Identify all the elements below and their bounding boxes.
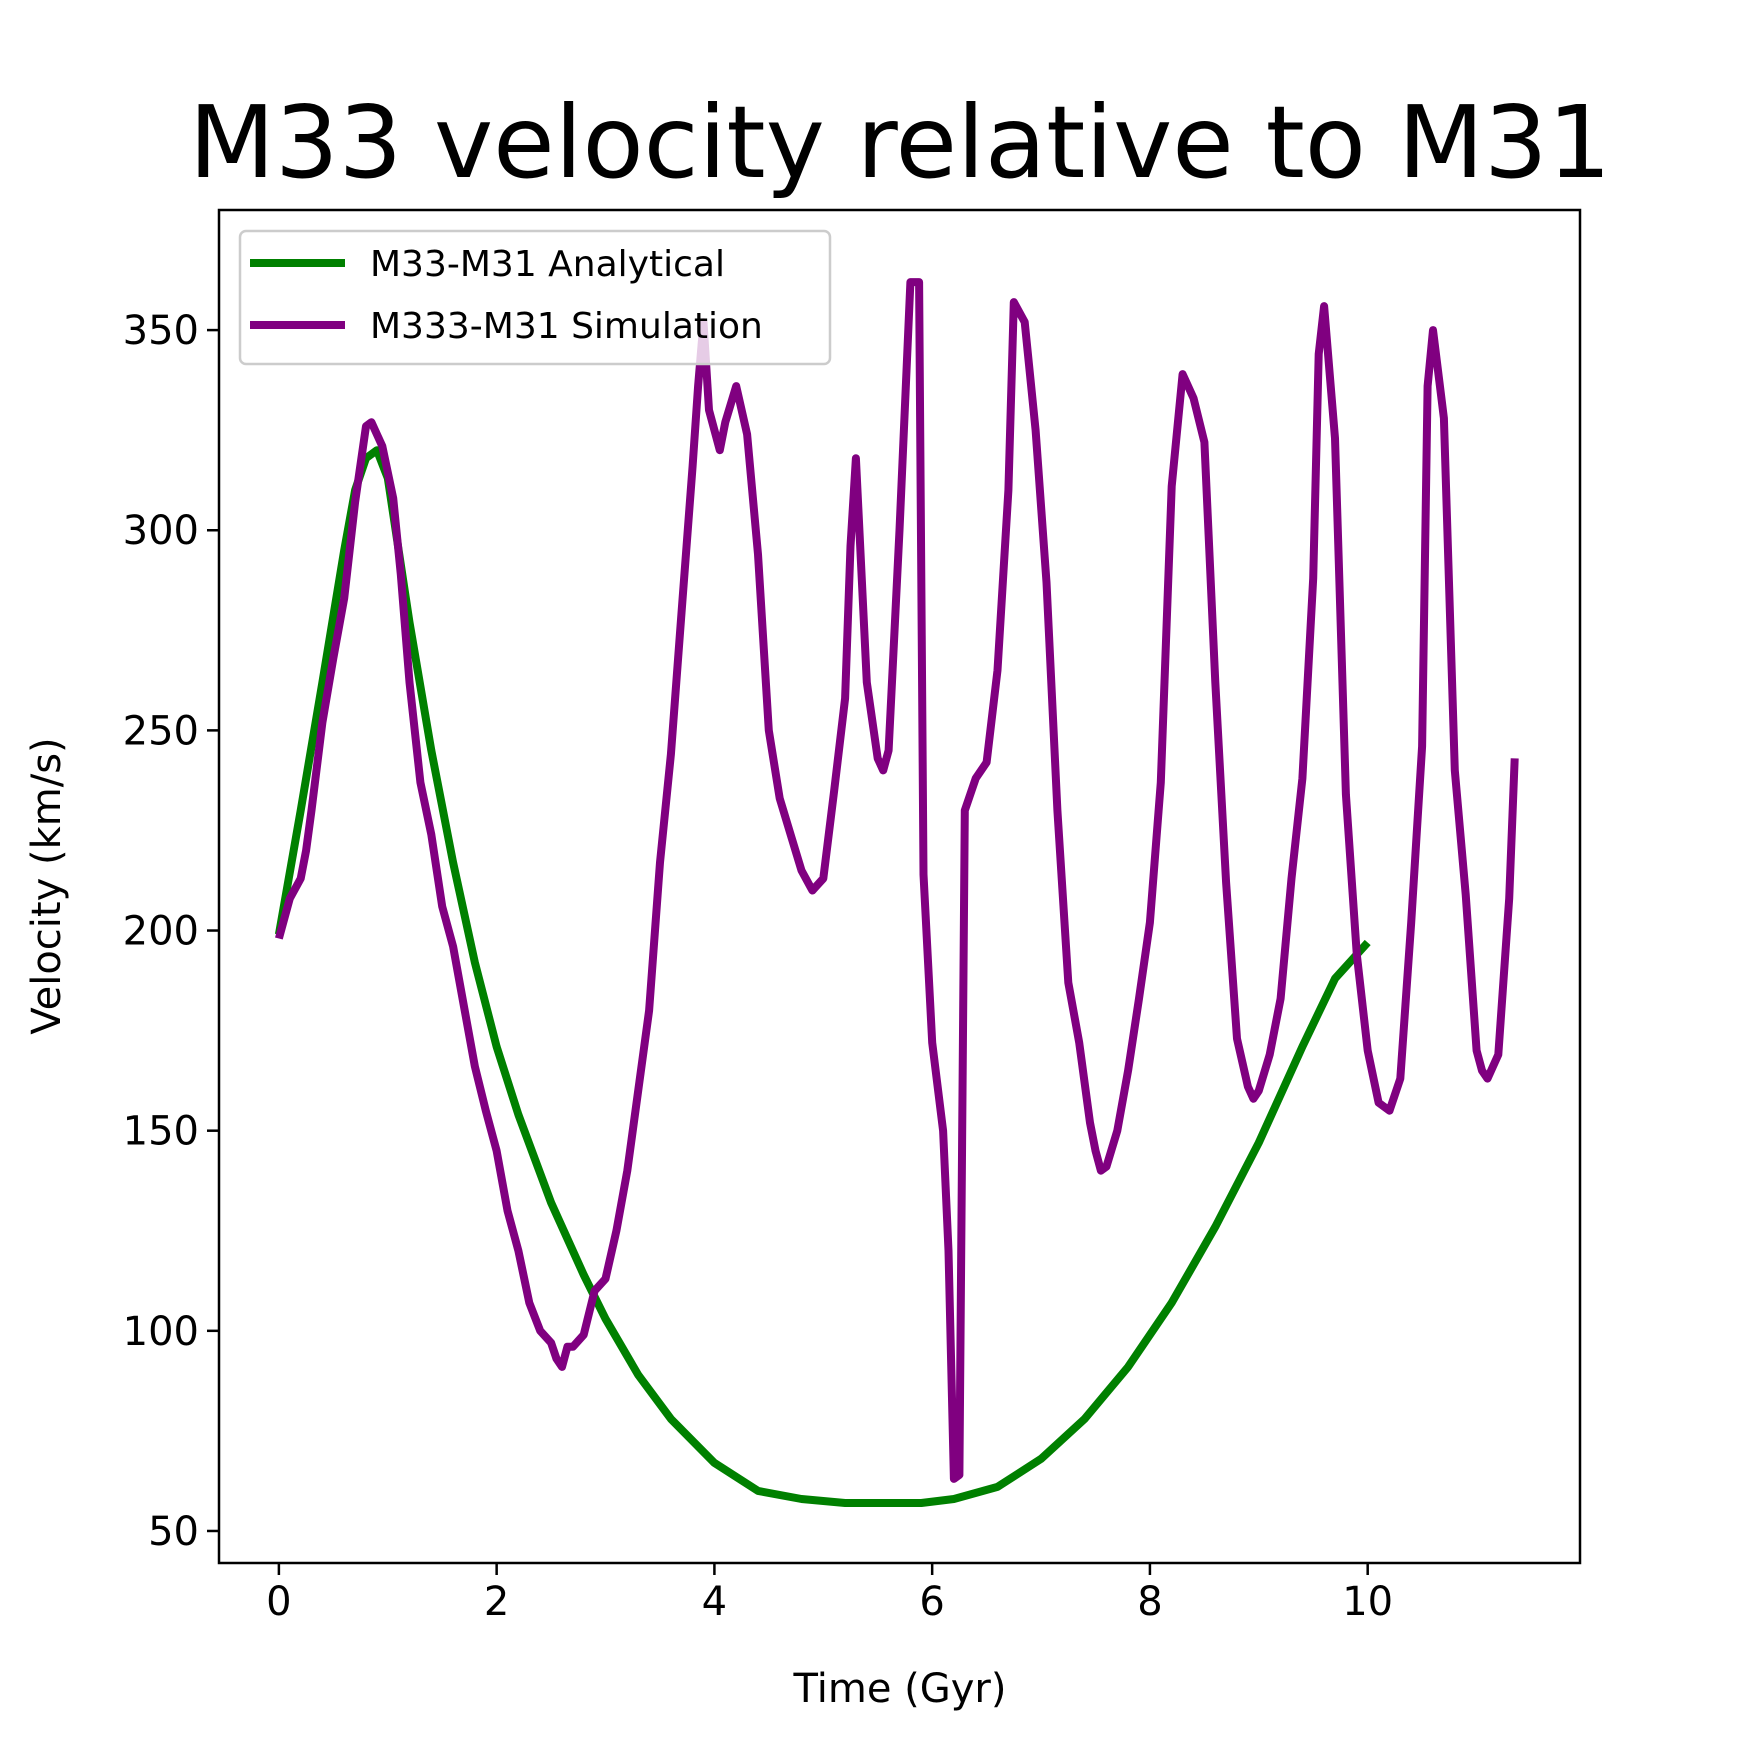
x-tick-label: 0 xyxy=(266,1579,291,1625)
legend-box xyxy=(238,229,832,366)
x-tick-label: 4 xyxy=(702,1579,727,1625)
legend-label-analytical: M33-M31 Analytical xyxy=(370,244,725,285)
y-tick-label: 100 xyxy=(123,1309,199,1355)
y-tick-label: 350 xyxy=(123,308,199,354)
x-tick-label: 8 xyxy=(1137,1579,1162,1625)
x-tick-label: 10 xyxy=(1342,1579,1393,1625)
x-axis-label: Time (Gyr) xyxy=(793,1666,1007,1712)
legend-label-simulation: M333-M31 Simulation xyxy=(370,306,763,347)
y-tick-label: 50 xyxy=(148,1509,199,1555)
y-tick-label: 200 xyxy=(123,909,199,955)
x-tick-label: 6 xyxy=(919,1579,944,1625)
y-axis-label: Velocity (km/s) xyxy=(24,737,70,1034)
legend: M33-M31 Analytical M333-M31 Simulation xyxy=(238,229,832,366)
y-axis-ticks: 50 100 150 200 250 300 350 xyxy=(123,308,219,1555)
series-line-analytical xyxy=(274,446,1371,1507)
plot-lines xyxy=(274,278,1519,1507)
series-line-simulation xyxy=(275,278,1519,1483)
x-axis-ticks: 0 2 4 6 8 10 xyxy=(266,1563,1393,1625)
y-tick-label: 250 xyxy=(123,708,199,754)
plot-frame xyxy=(217,208,1582,1565)
y-tick-label: 150 xyxy=(123,1109,199,1155)
y-tick-label: 300 xyxy=(123,508,199,554)
chart-title: M33 velocity relative to M31 xyxy=(189,84,1612,201)
x-tick-label: 2 xyxy=(484,1579,509,1625)
